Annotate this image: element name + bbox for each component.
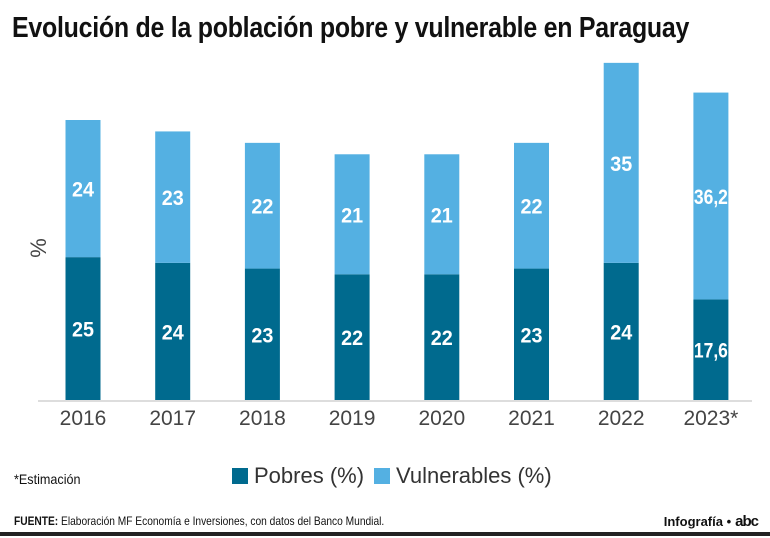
legend-pobres: Pobres (%) [232, 463, 364, 489]
x-tick-label: 2022 [598, 407, 645, 430]
x-tick-label: 2023* [683, 407, 738, 430]
legend-swatch-pobres [232, 468, 248, 484]
y-axis-label: % [26, 238, 51, 258]
bar-vulnerables-2017 [155, 131, 191, 263]
bar-vulnerables-2020 [424, 154, 460, 275]
bar-pobres-2017 [155, 262, 191, 400]
legend-vulnerables: Vulnerables (%) [374, 463, 552, 489]
data-label: 24 [162, 321, 184, 344]
x-tick-label: 2020 [418, 407, 465, 430]
credit-text: Infografía • [663, 514, 732, 529]
x-tick-label: 2016 [60, 407, 107, 430]
bar-pobres-2021 [514, 268, 549, 400]
stacked-bar-chart: % 25 24 2016 24 23 2017 23 22 2018 22 21 2019 22 21 202… [26, 62, 752, 430]
bar-pobres-2018 [244, 268, 280, 400]
bar-pobres-2020 [424, 274, 460, 400]
x-tick-label: 2019 [329, 407, 376, 430]
source-text: Elaboración MF Economía e Inversiones, c… [61, 514, 385, 528]
bar-pobres-2019 [334, 274, 370, 400]
data-label: 23 [521, 324, 543, 347]
data-label: 22 [431, 327, 453, 350]
source-label: FUENTE: [14, 514, 59, 528]
bar-vulnerables-2021 [514, 142, 549, 269]
bar-vulnerables-2016 [65, 120, 101, 258]
data-label: 22 [251, 196, 273, 219]
bar-pobres-2023* [693, 299, 729, 400]
data-label: 24 [610, 321, 632, 344]
data-label: 36,2 [694, 186, 728, 209]
data-label: 25 [72, 319, 94, 342]
bar-vulnerables-2018 [244, 142, 280, 269]
legend-swatch-vulnerables [374, 468, 390, 484]
data-label: 23 [251, 324, 273, 347]
chart-title: Evolución de la población pobre y vulner… [12, 12, 690, 44]
data-label: 24 [72, 179, 94, 202]
data-label: 21 [431, 204, 453, 227]
abc-logo: abc [735, 513, 759, 530]
bar-vulnerables-2022 [603, 62, 639, 263]
data-label: 22 [521, 196, 543, 219]
legend-label-pobres: Pobres (%) [254, 463, 365, 488]
estimation-note: *Estimación [14, 471, 81, 487]
bar-vulnerables-2023* [693, 92, 729, 300]
bottom-rule [0, 532, 770, 536]
data-label: 23 [162, 187, 184, 210]
bar-vulnerables-2019 [334, 154, 370, 275]
source: FUENTE: Elaboración MF Economía e Invers… [14, 514, 384, 528]
data-label: 21 [341, 204, 363, 227]
x-tick-label: 2018 [239, 407, 286, 430]
data-label: 22 [341, 327, 363, 350]
data-label: 35 [610, 153, 632, 176]
bar-pobres-2016 [65, 257, 101, 400]
data-label: 17,6 [694, 340, 728, 363]
legend-label-vulnerables: Vulnerables (%) [396, 463, 552, 488]
x-tick-label: 2017 [149, 407, 196, 430]
credit: Infografía • abc [663, 513, 759, 530]
x-tick-label: 2021 [508, 407, 555, 430]
bar-pobres-2022 [603, 262, 639, 400]
